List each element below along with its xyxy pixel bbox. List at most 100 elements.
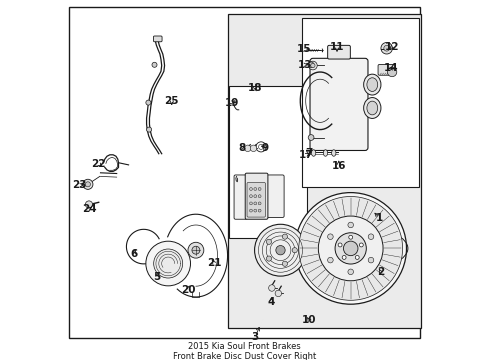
Circle shape [253, 188, 256, 190]
Circle shape [291, 248, 297, 253]
Circle shape [82, 179, 93, 189]
Circle shape [85, 201, 92, 208]
Circle shape [334, 233, 366, 264]
Circle shape [327, 257, 332, 263]
Circle shape [307, 62, 313, 68]
Circle shape [307, 135, 313, 140]
Text: 3: 3 [251, 332, 258, 342]
Circle shape [145, 100, 151, 105]
Circle shape [258, 188, 261, 190]
Circle shape [359, 243, 363, 247]
Circle shape [187, 242, 203, 258]
Circle shape [253, 195, 256, 198]
FancyBboxPatch shape [234, 175, 246, 219]
Bar [229, 86, 306, 238]
Circle shape [282, 261, 287, 266]
Ellipse shape [323, 150, 327, 156]
Circle shape [258, 195, 261, 198]
Text: 22: 22 [91, 159, 106, 169]
Text: 1: 1 [375, 213, 382, 223]
Circle shape [343, 241, 357, 256]
Circle shape [249, 202, 252, 205]
Text: 15: 15 [296, 44, 310, 54]
Text: 21: 21 [206, 258, 221, 268]
Text: 9: 9 [261, 143, 268, 153]
Circle shape [192, 246, 200, 254]
Circle shape [310, 63, 314, 68]
Circle shape [367, 257, 373, 263]
Circle shape [342, 256, 346, 260]
Text: 7: 7 [305, 148, 312, 158]
Ellipse shape [331, 150, 335, 156]
Circle shape [367, 234, 373, 239]
Circle shape [337, 243, 341, 247]
Circle shape [153, 249, 183, 278]
Text: 18: 18 [247, 83, 262, 93]
Circle shape [282, 234, 287, 239]
Text: 16: 16 [331, 161, 346, 171]
Circle shape [275, 290, 281, 297]
Circle shape [244, 145, 250, 152]
Circle shape [308, 61, 317, 70]
FancyBboxPatch shape [377, 64, 394, 75]
Circle shape [268, 285, 275, 291]
Ellipse shape [363, 74, 380, 95]
Text: 20: 20 [181, 285, 195, 295]
Circle shape [347, 269, 353, 275]
Circle shape [250, 145, 256, 152]
Text: 14: 14 [383, 63, 398, 73]
Circle shape [386, 67, 396, 77]
Circle shape [85, 182, 90, 187]
Circle shape [380, 42, 392, 54]
Circle shape [355, 256, 359, 260]
Circle shape [254, 224, 306, 276]
Text: 25: 25 [164, 96, 179, 106]
Circle shape [347, 222, 353, 228]
Text: 5: 5 [153, 272, 160, 282]
Circle shape [266, 239, 271, 244]
FancyBboxPatch shape [153, 36, 162, 42]
Circle shape [327, 234, 332, 239]
Circle shape [266, 256, 271, 261]
Circle shape [275, 246, 285, 255]
Text: 11: 11 [329, 42, 344, 52]
Text: 2015 Kia Soul Front Brakes: 2015 Kia Soul Front Brakes [188, 342, 300, 351]
Text: 10: 10 [302, 315, 316, 325]
Circle shape [294, 193, 406, 304]
Circle shape [318, 216, 382, 281]
Circle shape [152, 62, 157, 67]
Text: 12: 12 [384, 42, 399, 52]
Circle shape [258, 202, 261, 205]
Text: 2: 2 [376, 267, 384, 277]
Text: 13: 13 [297, 60, 312, 70]
Circle shape [258, 209, 261, 212]
Ellipse shape [363, 98, 380, 118]
Text: 8: 8 [238, 143, 245, 153]
Circle shape [383, 45, 389, 51]
Ellipse shape [366, 101, 377, 115]
Text: 19: 19 [224, 98, 238, 108]
FancyBboxPatch shape [244, 173, 267, 219]
Circle shape [249, 195, 252, 198]
Bar [302, 18, 418, 187]
Circle shape [298, 197, 402, 300]
Text: 4: 4 [267, 297, 275, 307]
FancyBboxPatch shape [246, 183, 265, 217]
Text: 24: 24 [81, 204, 96, 214]
Text: Front Brake Disc Dust Cover Right: Front Brake Disc Dust Cover Right [173, 352, 315, 360]
Text: 6: 6 [130, 249, 137, 259]
Circle shape [253, 209, 256, 212]
FancyBboxPatch shape [266, 175, 284, 217]
Text: 17: 17 [299, 150, 313, 160]
Circle shape [249, 188, 252, 190]
Text: 23: 23 [72, 180, 86, 190]
Circle shape [146, 127, 151, 132]
FancyBboxPatch shape [309, 58, 367, 150]
Circle shape [145, 241, 190, 286]
Ellipse shape [311, 150, 315, 156]
FancyBboxPatch shape [327, 45, 349, 59]
Bar [228, 14, 420, 328]
Circle shape [348, 235, 352, 239]
Circle shape [249, 209, 252, 212]
Circle shape [253, 202, 256, 205]
